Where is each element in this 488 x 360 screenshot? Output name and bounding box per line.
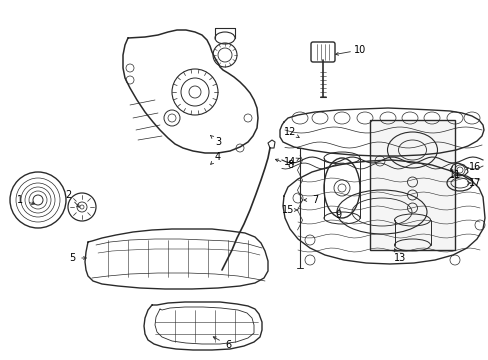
Text: 13: 13 — [393, 253, 406, 263]
Bar — [369, 120, 454, 250]
Text: 4: 4 — [215, 152, 221, 162]
Text: 15: 15 — [281, 205, 294, 215]
Text: 5: 5 — [69, 253, 75, 263]
Text: 17: 17 — [468, 178, 480, 188]
FancyBboxPatch shape — [310, 42, 334, 62]
Text: 16: 16 — [468, 162, 480, 172]
Text: 6: 6 — [224, 340, 231, 350]
Text: 8: 8 — [286, 160, 292, 170]
Text: 1: 1 — [17, 195, 23, 205]
Text: 9: 9 — [334, 210, 340, 220]
Text: 10: 10 — [353, 45, 366, 55]
Text: 2: 2 — [65, 190, 71, 200]
Text: 12: 12 — [283, 127, 296, 137]
Text: 7: 7 — [311, 195, 318, 205]
Text: 3: 3 — [215, 137, 221, 147]
Text: 14: 14 — [284, 157, 296, 167]
Text: 11: 11 — [448, 170, 460, 180]
